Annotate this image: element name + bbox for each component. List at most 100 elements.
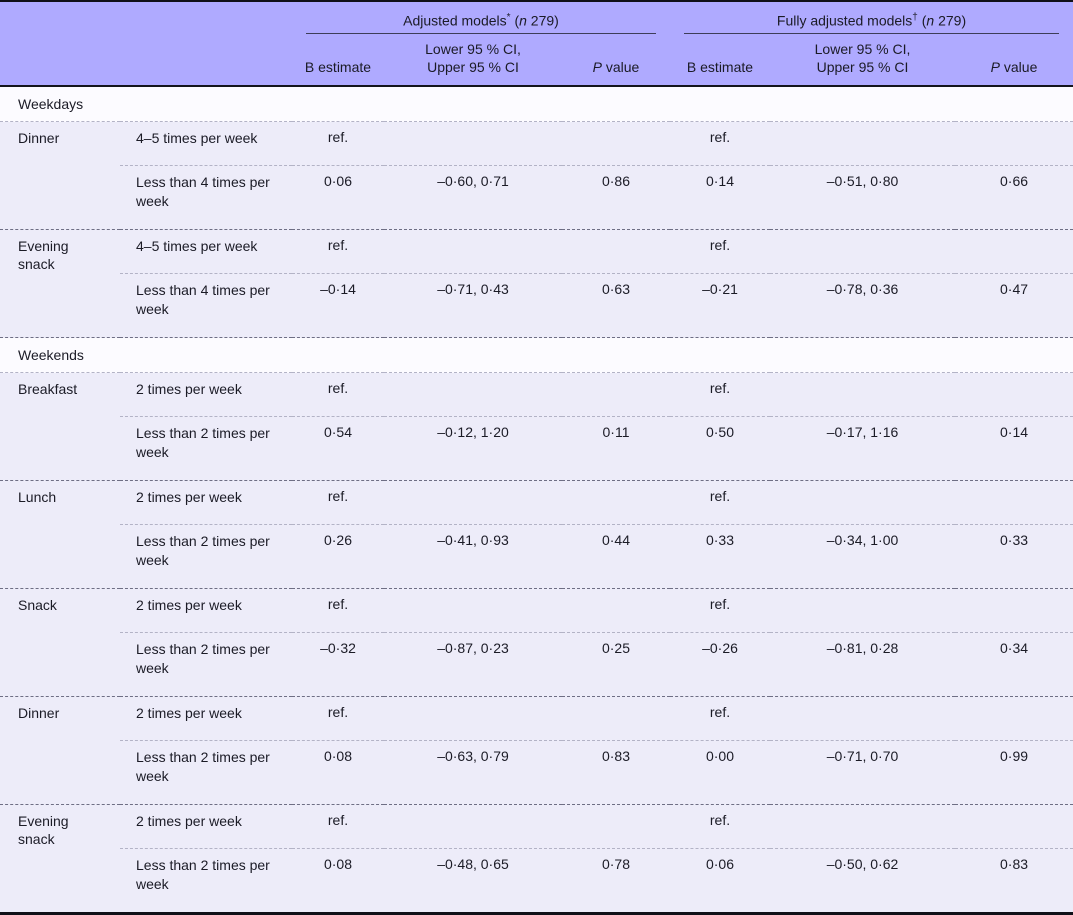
p-value-cell: [562, 121, 670, 167]
b-estimate-cell: ref.: [292, 588, 384, 634]
table-row: Less than 2 times per week 0·08 –0·48, 0…: [0, 848, 1073, 915]
ci-cell: –0·71, 0·43: [384, 273, 562, 339]
ci-cell: [770, 804, 955, 850]
b-estimate-cell: ref.: [670, 696, 770, 742]
p-italic: P: [990, 58, 1000, 75]
frequency-cell: 2 times per week: [120, 588, 292, 634]
adjusted-models-label: Adjusted models: [403, 12, 507, 29]
p-value-cell: [562, 372, 670, 418]
asterisk-marker: *: [506, 12, 511, 23]
frequency-cell: 4–5 times per week: [120, 121, 292, 167]
ci-cell: [770, 696, 955, 742]
p-value-cell: [955, 372, 1073, 418]
table-row: Less than 2 times per week 0·26 –0·41, 0…: [0, 524, 1073, 590]
ci-cell: –0·81, 0·28: [770, 632, 955, 698]
b-estimate-cell: 0·08: [292, 740, 384, 806]
frequency-cell: 2 times per week: [120, 696, 292, 742]
dagger-marker: †: [912, 12, 918, 23]
b-estimate-cell: ref.: [670, 804, 770, 850]
frequency-cell: 2 times per week: [120, 480, 292, 526]
ci-cell: –0·12, 1·20: [384, 416, 562, 482]
b-estimate-cell: ref.: [292, 229, 384, 275]
table-body: Weekdays Dinner 4–5 times per week ref. …: [0, 86, 1073, 915]
fully-adjusted-models-label: Fully adjusted models: [776, 12, 913, 29]
b-estimate-cell: –0·21: [670, 273, 770, 339]
p-value-cell: 0·14: [955, 416, 1073, 482]
ci-line2: Upper 95 % CI: [427, 58, 519, 75]
meal-cell: Dinner: [0, 121, 120, 231]
column-header-row: B estimate Lower 95 % CI, Upper 95 % CI P…: [0, 33, 1073, 87]
ci-cell: [384, 229, 562, 275]
ci-cell: –0·50, 0·62: [770, 848, 955, 915]
col-header-p-value: P value: [562, 33, 670, 87]
b-estimate-cell: ref.: [670, 372, 770, 418]
b-estimate-cell: ref.: [292, 372, 384, 418]
ci-cell: –0·34, 1·00: [770, 524, 955, 590]
table-row: Dinner 4–5 times per week ref. ref.: [0, 121, 1073, 231]
p-value-cell: 0·83: [955, 848, 1073, 915]
ci-line2: Upper 95 % CI: [816, 58, 909, 75]
ci-line1: Lower 95 % CI,: [814, 40, 911, 57]
ci-cell: –0·71, 0·70: [770, 740, 955, 806]
b-estimate-cell: 0·33: [670, 524, 770, 590]
b-estimate-cell: ref.: [292, 804, 384, 850]
header-empty-cell: [0, 1, 292, 34]
ci-cell: –0·63, 0·79: [384, 740, 562, 806]
b-estimate-cell: 0·06: [292, 165, 384, 231]
col-header-b-estimate: B estimate: [670, 33, 770, 87]
b-estimate-cell: –0·14: [292, 273, 384, 339]
frequency-cell: Less than 2 times per week: [120, 524, 292, 590]
meal-cell: Evening snack: [0, 229, 120, 339]
p-value-cell: 0·11: [562, 416, 670, 482]
section-row-weekdays: Weekdays: [0, 86, 1073, 123]
b-estimate-cell: 0·14: [670, 165, 770, 231]
b-estimate-cell: ref.: [670, 480, 770, 526]
section-row-weekends: Weekends: [0, 337, 1073, 374]
table-header: Adjusted models* (n 279) Fully adjusted …: [0, 1, 1073, 87]
meal-cell: Evening snack: [0, 804, 120, 915]
ci-cell: [384, 588, 562, 634]
p-value-cell: [955, 480, 1073, 526]
p-rest: value: [601, 58, 640, 75]
b-estimate-cell: ref.: [670, 588, 770, 634]
table-row: Less than 2 times per week 0·54 –0·12, 1…: [0, 416, 1073, 482]
b-estimate-cell: ref.: [670, 121, 770, 167]
ci-cell: –0·87, 0·23: [384, 632, 562, 698]
ci-cell: –0·51, 0·80: [770, 165, 955, 231]
n-italic: n: [519, 12, 527, 29]
meal-cell: Snack: [0, 588, 120, 698]
frequency-cell: Less than 2 times per week: [120, 740, 292, 806]
meal-cell: Dinner: [0, 696, 120, 806]
ci-cell: –0·78, 0·36: [770, 273, 955, 339]
adjusted-models-header: Adjusted models* (n 279): [292, 1, 670, 34]
p-value-cell: 0·99: [955, 740, 1073, 806]
p-value-cell: [955, 229, 1073, 275]
table-row: Snack 2 times per week ref. ref.: [0, 588, 1073, 698]
p-value-cell: 0·25: [562, 632, 670, 698]
n-italic: n: [926, 12, 935, 29]
b-estimate-cell: 0·06: [670, 848, 770, 915]
frequency-cell: 2 times per week: [120, 372, 292, 418]
table-row: Less than 2 times per week –0·32 –0·87, …: [0, 632, 1073, 698]
p-value-cell: 0·78: [562, 848, 670, 915]
ci-cell: [384, 480, 562, 526]
header-empty-cell: [0, 33, 120, 87]
table-row: Evening snack 2 times per week ref. ref.: [0, 804, 1073, 915]
ci-line1: Lower 95 % CI,: [425, 40, 521, 57]
p-value-cell: 0·33: [955, 524, 1073, 590]
p-value-cell: [562, 229, 670, 275]
meal-cell: Lunch: [0, 480, 120, 590]
p-value-cell: [562, 696, 670, 742]
frequency-cell: Less than 2 times per week: [120, 848, 292, 915]
frequency-cell: Less than 4 times per week: [120, 273, 292, 339]
col-header-ci: Lower 95 % CI, Upper 95 % CI: [770, 33, 955, 87]
b-estimate-cell: ref.: [292, 696, 384, 742]
ci-cell: –0·17, 1·16: [770, 416, 955, 482]
frequency-cell: Less than 2 times per week: [120, 416, 292, 482]
p-value-cell: [562, 480, 670, 526]
ci-cell: [770, 372, 955, 418]
table-row: Less than 4 times per week 0·06 –0·60, 0…: [0, 165, 1073, 231]
n-prefix: (: [514, 12, 520, 29]
table-row: Lunch 2 times per week ref. ref.: [0, 480, 1073, 590]
